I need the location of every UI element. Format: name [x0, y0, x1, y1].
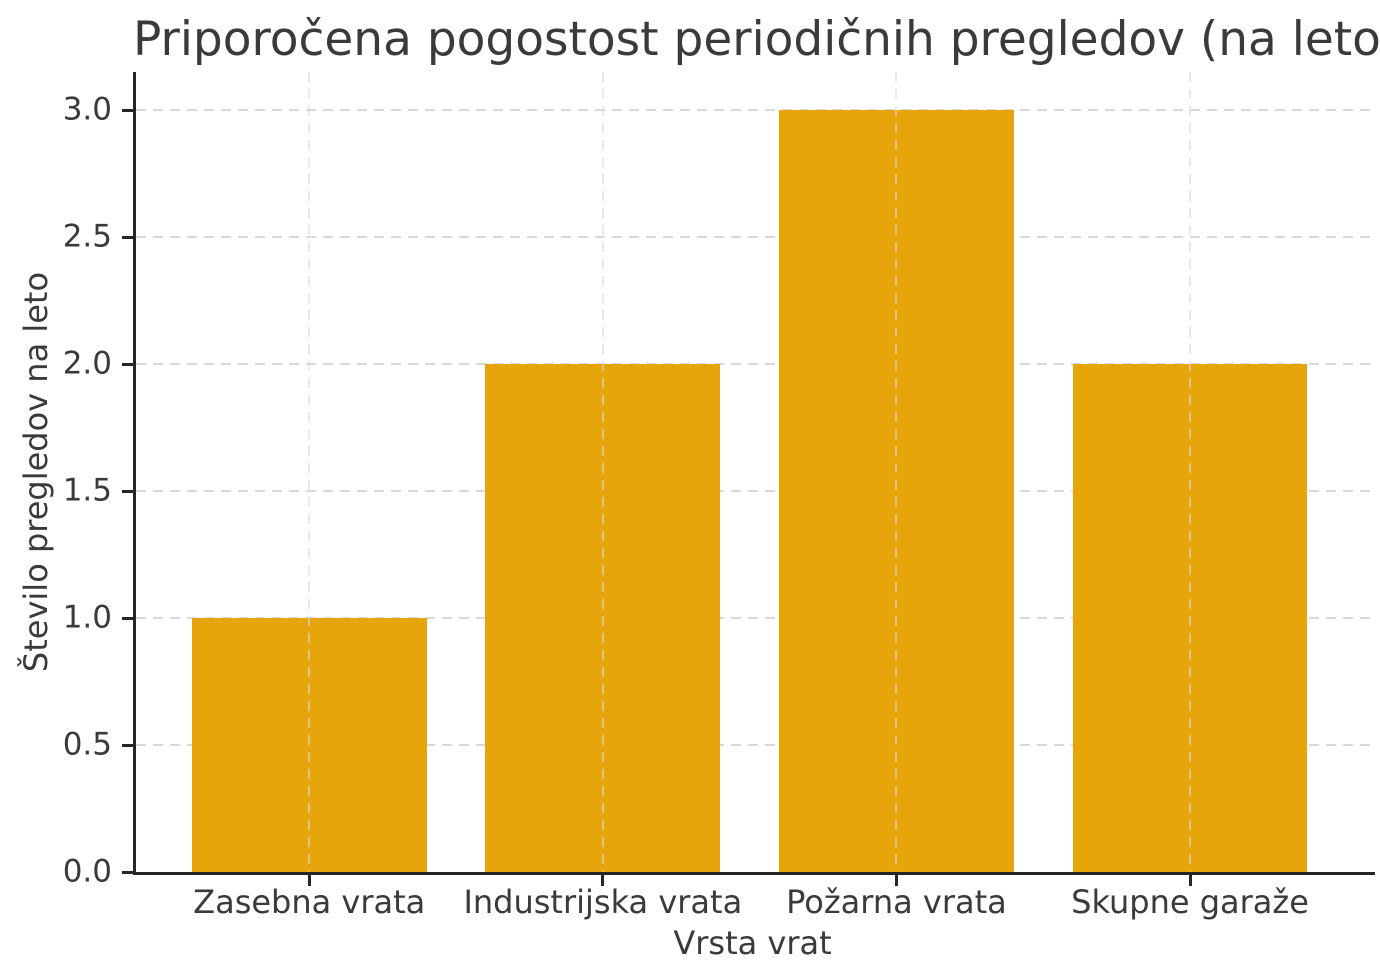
y-tick-label: 0.5 — [62, 726, 112, 763]
y-tick-label: 2.0 — [62, 345, 112, 382]
plot-area: 0.0 0.5 1.0 1.5 2.0 2.5 3.0 Zasebna vrata Indust… — [63, 72, 1375, 918]
x-tick-mark — [894, 875, 898, 886]
y-tick-label: 1.5 — [62, 472, 112, 509]
y-tick-label: 1.0 — [62, 599, 112, 636]
x-tick-mark — [307, 875, 311, 886]
horizontal-gridline — [136, 617, 1375, 620]
x-tick-label: Skupne garaže — [1071, 883, 1309, 921]
horizontal-gridline — [136, 236, 1375, 239]
chart-title: Priporočena pogostost periodičnih pregle… — [133, 12, 1380, 67]
y-tick-mark — [122, 108, 133, 112]
y-tick-mark — [122, 489, 133, 493]
x-tick-mark — [601, 875, 605, 886]
horizontal-gridline — [136, 109, 1375, 112]
y-tick-mark — [122, 743, 133, 747]
vertical-gridline — [601, 72, 604, 872]
y-tick-mark — [122, 235, 133, 239]
vertical-gridline — [308, 72, 311, 872]
vertical-gridline — [895, 72, 898, 872]
x-tick-mark — [1188, 875, 1192, 886]
horizontal-gridline — [136, 744, 1375, 747]
x-tick-label: Zasebna vrata — [193, 883, 426, 921]
x-tick-label: Požarna vrata — [786, 883, 1007, 921]
y-tick-label: 0.0 — [62, 853, 112, 890]
vertical-gridline — [1189, 72, 1192, 872]
y-tick-mark — [122, 362, 133, 366]
horizontal-gridline — [136, 363, 1375, 366]
y-tick-label: 3.0 — [62, 91, 112, 128]
x-tick-label: Industrijska vrata — [463, 883, 743, 921]
y-tick-mark — [122, 616, 133, 620]
x-axis-label: Vrsta vrat — [673, 924, 832, 962]
horizontal-gridline — [136, 490, 1375, 493]
y-tick-mark — [122, 870, 133, 874]
y-tick-label: 2.5 — [62, 218, 112, 255]
